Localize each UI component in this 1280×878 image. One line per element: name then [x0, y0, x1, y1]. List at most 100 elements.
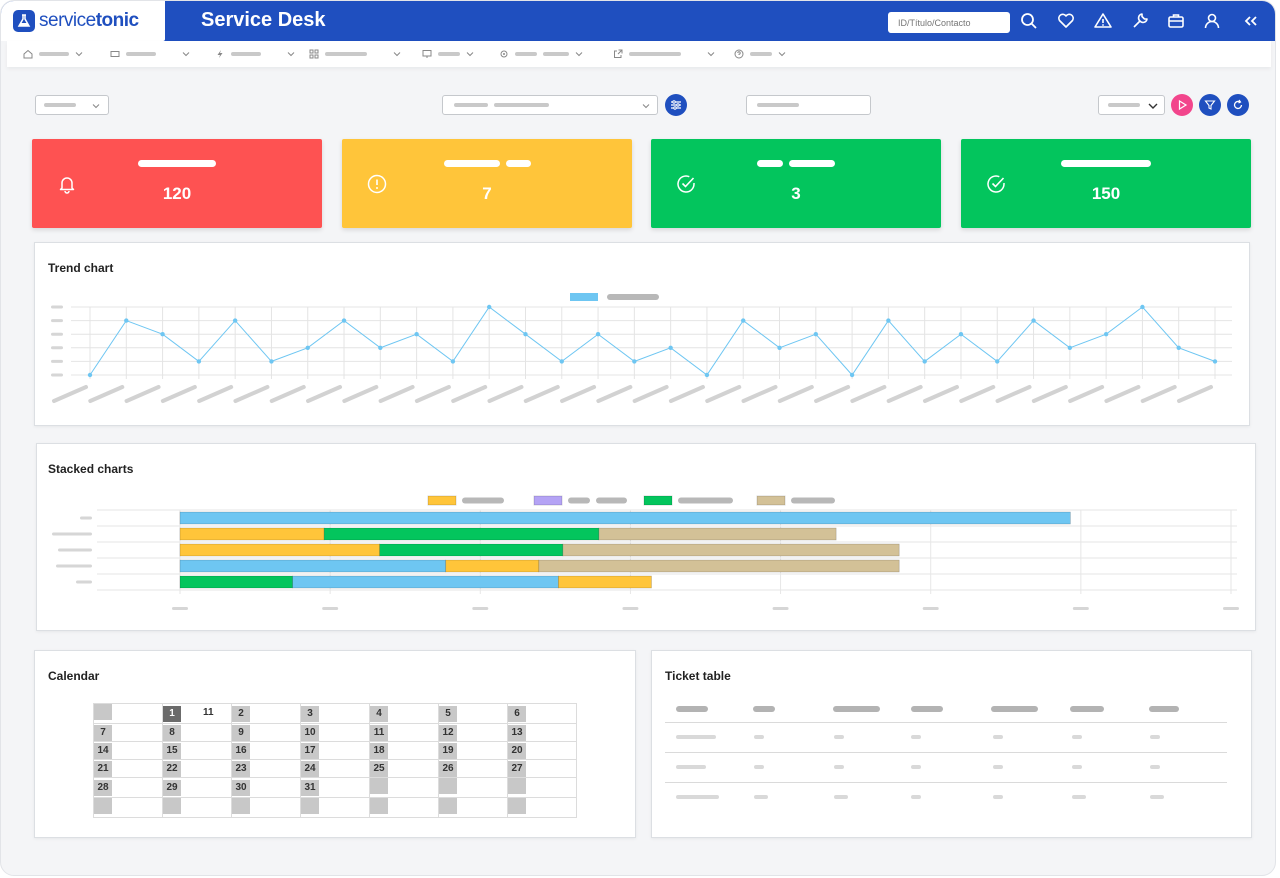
- calendar-day[interactable]: 8: [162, 723, 232, 742]
- calendar-day[interactable]: 28: [93, 777, 163, 798]
- briefcase-icon[interactable]: [1166, 11, 1186, 31]
- y-tick-label: [51, 319, 63, 323]
- play-button[interactable]: [1171, 94, 1193, 116]
- calendar-day[interactable]: 24: [300, 759, 370, 778]
- menu-item-settings[interactable]: [499, 47, 583, 61]
- calendar-day[interactable]: 23: [231, 759, 301, 778]
- kpi-card-resolved[interactable]: 3: [651, 139, 941, 228]
- calendar-day[interactable]: 9: [231, 723, 301, 742]
- group-select[interactable]: [442, 95, 658, 115]
- calendar-day[interactable]: 2: [231, 703, 301, 724]
- calendar-day[interactable]: [507, 777, 577, 798]
- calendar-day[interactable]: [93, 797, 163, 818]
- calendar-day[interactable]: [369, 797, 439, 818]
- heart-icon[interactable]: [1056, 11, 1076, 31]
- calendar-day[interactable]: [300, 797, 370, 818]
- date-input[interactable]: [746, 95, 871, 115]
- warning-icon[interactable]: [1093, 11, 1113, 31]
- trend-chart-panel: Trend chart: [34, 242, 1250, 426]
- kpi-value: 120: [162, 184, 192, 203]
- filter-button[interactable]: [1199, 94, 1221, 116]
- calendar-day[interactable]: 4: [369, 703, 439, 724]
- refresh-button[interactable]: [1227, 94, 1249, 116]
- menu-item-actions[interactable]: [215, 47, 295, 61]
- menu-item-home[interactable]: [23, 47, 83, 61]
- calendar-day[interactable]: 14: [93, 741, 163, 760]
- calendar-day[interactable]: 20: [507, 741, 577, 760]
- calendar-day[interactable]: 25: [369, 759, 439, 778]
- calendar-day[interactable]: 17: [300, 741, 370, 760]
- menu-item-portal[interactable]: [613, 47, 715, 61]
- check-circle-icon: [677, 175, 695, 193]
- logo[interactable]: servicetonic: [1, 1, 165, 41]
- data-point: [632, 359, 637, 364]
- chevron-down-icon: [1148, 103, 1158, 109]
- data-point: [1212, 359, 1218, 364]
- calendar-day[interactable]: 30: [231, 777, 301, 798]
- y-tick-label: [52, 532, 92, 536]
- calendar-day[interactable]: 6: [507, 703, 577, 724]
- brand-name: servicetonic: [39, 10, 139, 31]
- main-menu: [7, 41, 1271, 67]
- collapse-icon[interactable]: [1241, 11, 1261, 31]
- user-icon[interactable]: [1202, 11, 1222, 31]
- table-row[interactable]: [652, 795, 1253, 801]
- calendar-day[interactable]: 1 11: [162, 703, 232, 724]
- day-number: 7: [94, 724, 112, 741]
- legend-label: [568, 497, 590, 504]
- calendar-day[interactable]: [162, 797, 232, 818]
- calendar-day[interactable]: 27: [507, 759, 577, 778]
- calendar-day[interactable]: 11: [369, 723, 439, 742]
- calendar-day[interactable]: [438, 777, 508, 798]
- calendar-day[interactable]: 21: [93, 759, 163, 778]
- table-header: [652, 706, 1253, 718]
- menu-item-assets[interactable]: [422, 47, 474, 61]
- calendar-day[interactable]: 22: [162, 759, 232, 778]
- filter-settings-button[interactable]: [665, 94, 687, 116]
- panel-title: Trend chart: [48, 261, 114, 275]
- menu-item-help[interactable]: [734, 47, 786, 61]
- help-icon: [734, 49, 744, 59]
- day-number: 20: [508, 742, 526, 759]
- calendar-day[interactable]: [507, 797, 577, 818]
- alert-circle-icon: [367, 174, 387, 194]
- wrench-icon[interactable]: [1130, 11, 1150, 31]
- calendar-day[interactable]: [231, 797, 301, 818]
- calendar-day[interactable]: 12: [438, 723, 508, 742]
- calendar-day[interactable]: [93, 703, 163, 724]
- search-icon[interactable]: [1019, 11, 1039, 31]
- view-select[interactable]: [1098, 95, 1165, 115]
- day-number: 6: [508, 705, 526, 722]
- calendar-day[interactable]: 7: [93, 723, 163, 742]
- calendar-day[interactable]: 29: [162, 777, 232, 798]
- calendar-day[interactable]: 19: [438, 741, 508, 760]
- kpi-card-open[interactable]: 120: [32, 139, 322, 228]
- calendar-day[interactable]: [438, 797, 508, 818]
- calendar-day[interactable]: 3: [300, 703, 370, 724]
- calendar-day[interactable]: 13: [507, 723, 577, 742]
- kpi-card-closed[interactable]: 150: [961, 139, 1251, 228]
- search-input[interactable]: [888, 12, 1010, 33]
- kpi-value: 7: [482, 184, 492, 203]
- calendar-week: [93, 797, 577, 818]
- period-select[interactable]: [35, 95, 109, 115]
- day-number: 14: [94, 742, 112, 759]
- table-row[interactable]: [652, 765, 1253, 771]
- calendar-day[interactable]: 5: [438, 703, 508, 724]
- calendar-day[interactable]: 15: [162, 741, 232, 760]
- bar-segment: [558, 575, 652, 589]
- calendar-day[interactable]: 26: [438, 759, 508, 778]
- menu-item-tickets[interactable]: [110, 47, 190, 61]
- kpi-label: [961, 160, 1251, 167]
- calendar-day[interactable]: 18: [369, 741, 439, 760]
- data-point: [922, 359, 927, 364]
- calendar-day[interactable]: 31: [300, 777, 370, 798]
- menu-item-modules[interactable]: [309, 47, 401, 61]
- day-number: 5: [439, 705, 457, 722]
- kpi-card-warning[interactable]: 7: [342, 139, 632, 228]
- calendar-day[interactable]: 16: [231, 741, 301, 760]
- calendar-day[interactable]: [369, 777, 439, 798]
- day-number: [370, 778, 388, 794]
- calendar-day[interactable]: 10: [300, 723, 370, 742]
- table-row[interactable]: [652, 735, 1253, 741]
